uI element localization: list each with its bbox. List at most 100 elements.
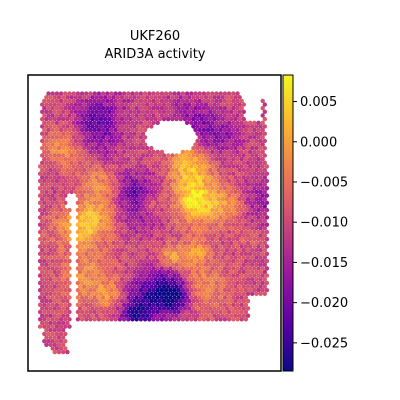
- spot: [92, 135, 97, 140]
- spot: [65, 277, 70, 282]
- spot: [222, 251, 228, 256]
- spot: [212, 116, 217, 122]
- spot: [147, 251, 152, 256]
- spot: [157, 153, 162, 158]
- spot: [98, 182, 104, 187]
- spot: [151, 186, 156, 191]
- spot: [182, 240, 188, 246]
- spot: [254, 291, 259, 296]
- spot: [170, 167, 175, 173]
- spot: [166, 240, 171, 246]
- spot: [126, 266, 131, 271]
- spot: [107, 197, 112, 202]
- spot: [189, 157, 194, 162]
- spot: [170, 233, 175, 238]
- spot: [178, 255, 183, 260]
- spot: [224, 146, 230, 151]
- spot: [94, 167, 100, 173]
- spot: [149, 160, 154, 165]
- spot: [256, 280, 261, 286]
- spot: [107, 277, 112, 282]
- spot: [224, 197, 230, 202]
- spot: [180, 149, 186, 155]
- spot: [56, 109, 62, 115]
- spot: [98, 226, 104, 231]
- spot: [222, 207, 228, 213]
- spot: [214, 244, 219, 249]
- spot: [54, 142, 60, 147]
- spot: [176, 91, 181, 96]
- spot: [115, 182, 121, 187]
- spot: [149, 226, 154, 231]
- spot: [239, 302, 244, 307]
- spot: [163, 258, 169, 264]
- spot: [134, 178, 139, 184]
- spot: [149, 298, 154, 304]
- spot: [260, 113, 265, 118]
- spot: [241, 146, 246, 151]
- spot: [163, 273, 169, 278]
- spot: [174, 284, 179, 289]
- spot: [216, 306, 221, 311]
- spot: [189, 186, 194, 191]
- spot: [178, 95, 183, 100]
- spot: [145, 306, 150, 311]
- spot: [172, 288, 177, 293]
- spot: [258, 211, 263, 216]
- spot: [224, 218, 230, 224]
- spot: [132, 95, 137, 100]
- spot: [84, 237, 89, 242]
- spot: [214, 178, 219, 184]
- spot: [235, 91, 240, 96]
- spot: [199, 211, 204, 216]
- spot: [247, 237, 253, 242]
- spot: [107, 146, 112, 151]
- spot: [233, 269, 238, 275]
- spot: [245, 255, 251, 260]
- spot: [229, 306, 234, 311]
- spot: [42, 331, 47, 337]
- spot: [231, 135, 236, 140]
- spot: [46, 309, 51, 315]
- spot: [130, 302, 135, 307]
- spot: [113, 164, 118, 169]
- spot: [52, 349, 57, 355]
- spot: [233, 284, 238, 289]
- spot: [132, 233, 137, 238]
- spot: [98, 102, 104, 107]
- spot: [149, 146, 154, 151]
- spot: [140, 146, 146, 151]
- spot: [250, 211, 255, 216]
- spot: [75, 229, 81, 235]
- spot: [163, 244, 169, 249]
- spot: [237, 146, 242, 151]
- spot: [222, 164, 228, 169]
- spot: [163, 171, 169, 176]
- spot: [98, 306, 104, 311]
- spot: [226, 295, 232, 300]
- spot: [205, 171, 211, 176]
- spot: [262, 109, 267, 115]
- spot: [191, 102, 196, 107]
- spot: [220, 197, 225, 202]
- spot: [82, 95, 87, 100]
- spot: [48, 291, 53, 296]
- spot: [63, 309, 68, 315]
- spot: [172, 215, 177, 220]
- spot: [140, 138, 146, 144]
- spot: [94, 197, 100, 202]
- spot: [124, 218, 129, 224]
- spot: [82, 284, 87, 289]
- spot: [46, 164, 51, 169]
- spot: [40, 284, 45, 289]
- spot: [201, 106, 207, 111]
- spot: [182, 248, 188, 253]
- spot: [235, 266, 240, 271]
- spot: [220, 277, 225, 282]
- spot: [130, 135, 135, 140]
- spot: [94, 175, 100, 180]
- spot: [56, 277, 62, 282]
- spot: [58, 164, 64, 169]
- spot: [128, 306, 133, 311]
- spot: [151, 237, 156, 242]
